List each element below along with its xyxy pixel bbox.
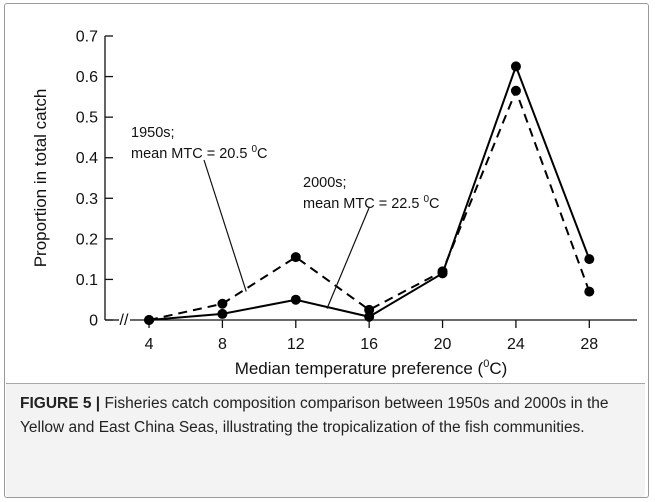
data-point-2000s <box>584 254 595 265</box>
y-axis-title: Proportion in total catch <box>31 89 50 268</box>
y-tick-label: 0.6 <box>76 69 98 86</box>
series-layer <box>144 61 595 325</box>
y-tick-label: 0.3 <box>76 191 98 208</box>
annotation-label: 1950s; <box>131 125 175 141</box>
figure-caption: FIGURE 5 | Fisheries catch composition c… <box>20 392 635 439</box>
y-tick-label: 0.4 <box>76 150 98 167</box>
data-point-1950s <box>217 298 228 309</box>
figure-frame <box>4 3 649 498</box>
x-tick-label: 12 <box>287 336 305 353</box>
annotation-1950s: 1950s; mean MTC = 20.5 0C <box>131 125 268 292</box>
caption-label: FIGURE 5 | <box>20 395 101 412</box>
y-tick-label: 0.2 <box>76 231 98 248</box>
x-axis-title: Median temperature preference (0C) <box>235 358 508 378</box>
data-point-2000s <box>364 311 375 322</box>
annotation-leader-line <box>326 207 370 309</box>
data-point-1950s <box>364 304 375 315</box>
x-tick-label: 20 <box>434 336 452 353</box>
caption-box: FIGURE 5 | Fisheries catch composition c… <box>6 383 645 497</box>
annotation-label: 2000s; <box>303 175 347 191</box>
x-tick-label: 4 <box>145 336 154 353</box>
caption-text: Fisheries catch composition comparison b… <box>20 395 609 436</box>
y-tick-label: 0.1 <box>76 272 98 289</box>
data-point-2000s <box>290 294 301 305</box>
data-point-2000s <box>510 61 521 72</box>
data-point-1950s <box>290 252 301 263</box>
line-chart: 0 0.1 0.2 0.3 0.4 0.5 0.6 0.7 // 4 8 12 16 20 24 28 Medi… <box>31 29 637 378</box>
x-tick-label: 24 <box>507 336 525 353</box>
data-point-2000s <box>144 315 155 325</box>
x-tick-label: 16 <box>360 336 378 353</box>
data-point-2000s <box>217 308 228 319</box>
x-axis-break: // <box>120 312 129 329</box>
data-point-2000s <box>437 268 448 279</box>
annotation-layer: 1950s; mean MTC = 20.5 0C 2000s; mean MTC =… <box>131 125 440 309</box>
annotation-leader-line <box>203 159 247 292</box>
data-point-1950s <box>510 85 521 96</box>
data-point-1950s <box>584 286 595 297</box>
annotation-mtc: mean MTC = 20.5 0C <box>131 144 268 162</box>
x-tick-label: 8 <box>218 336 227 353</box>
y-tick-label: 0.5 <box>76 110 98 127</box>
y-tick-label: 0.7 <box>76 29 98 46</box>
annotation-mtc: mean MTC = 22.5 0C <box>303 194 440 212</box>
axes: 0 0.1 0.2 0.3 0.4 0.5 0.6 0.7 // 4 8 12 16 20 24 28 Medi… <box>31 29 637 378</box>
y-tick-label: 0 <box>89 313 98 330</box>
annotation-2000s: 2000s; mean MTC = 22.5 0C <box>303 175 440 309</box>
x-tick-label: 28 <box>580 336 598 353</box>
